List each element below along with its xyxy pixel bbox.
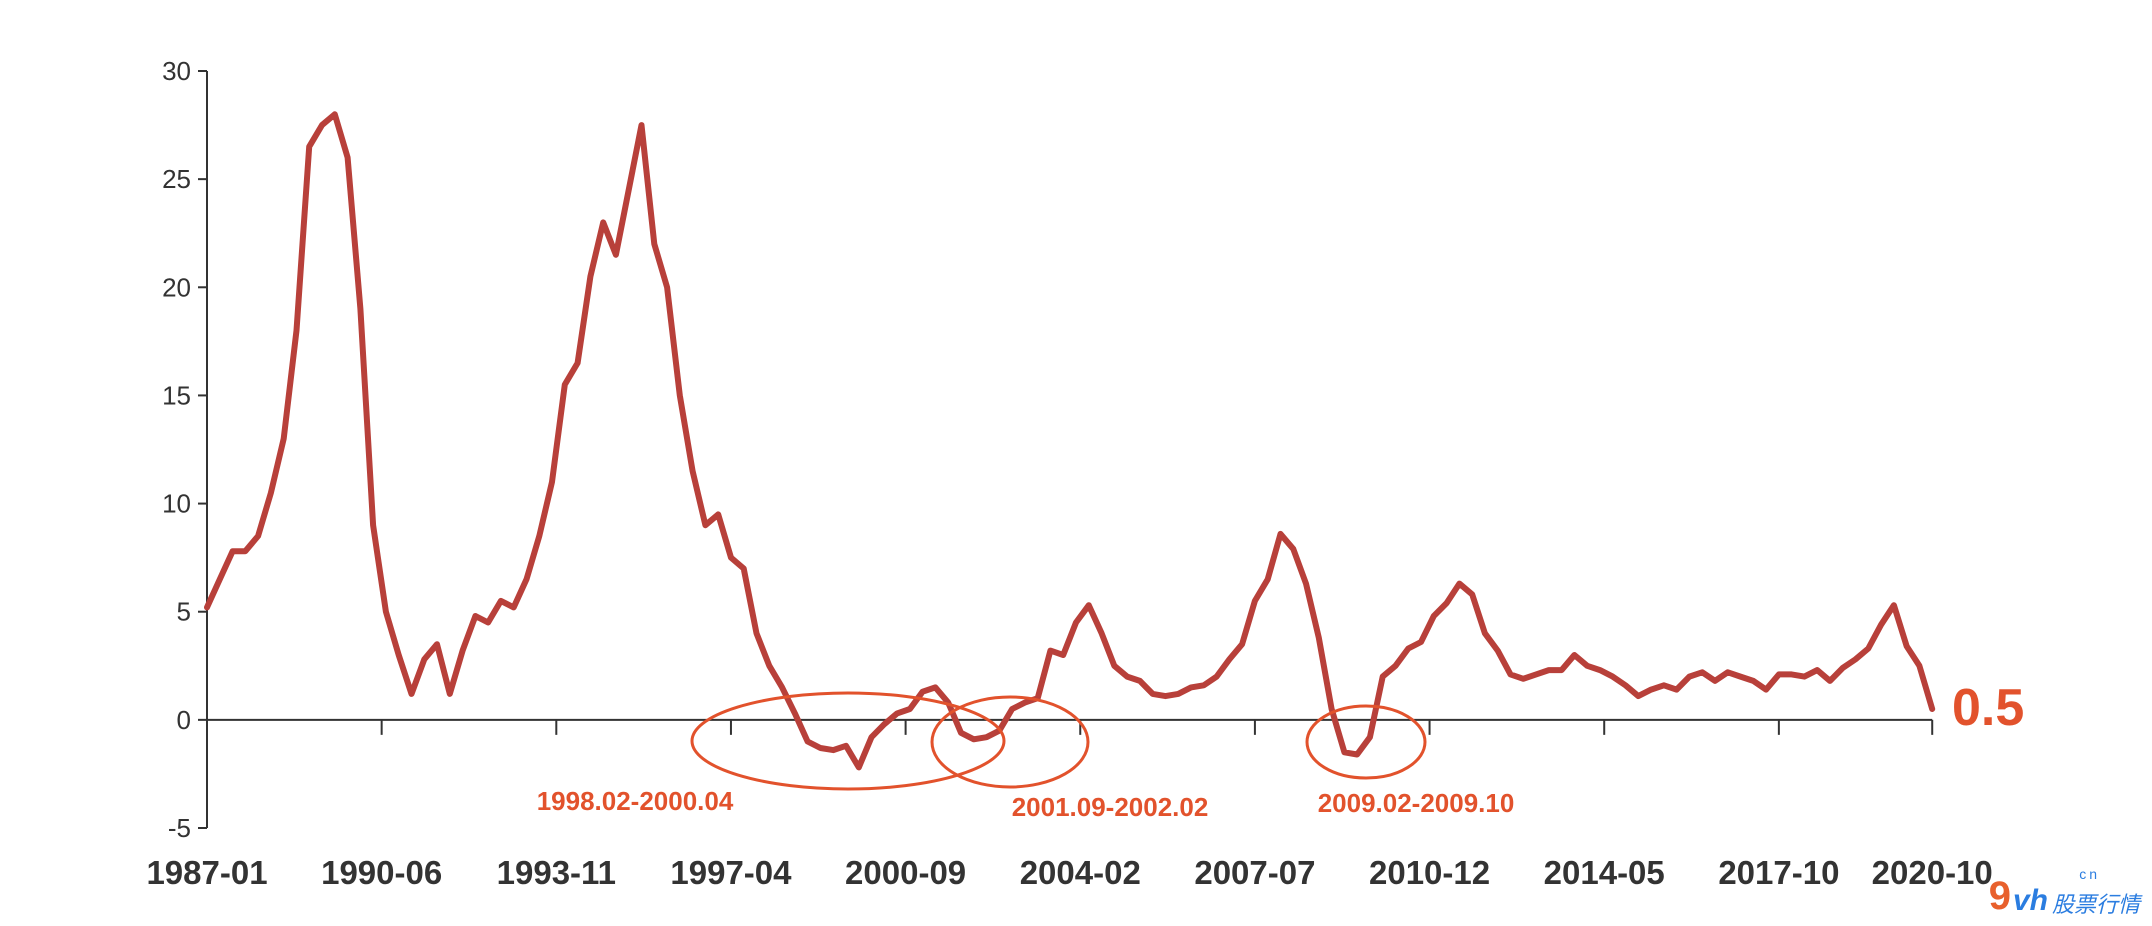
y-tick-label: 0 <box>177 705 191 735</box>
x-tick-label: 2020-10 <box>1872 854 1993 891</box>
watermark-vh: vh <box>2012 884 2048 917</box>
y-tick-label: 10 <box>162 489 191 519</box>
y-axis-ticks: -5 0 5 10 15 20 25 30 <box>162 56 207 843</box>
series-line <box>204 111 1936 771</box>
watermark-cn: cn <box>2079 866 2100 882</box>
x-tick-label: 1993-11 <box>497 854 616 891</box>
watermark-logo: 9 vh cn 股票行情 <box>1988 866 2140 918</box>
x-axis-ticks: 1987-01 1990-06 1993-11 1997-04 2000-09 2004-… <box>146 719 1993 891</box>
x-tick-label: 2000-09 <box>845 854 966 891</box>
x-tick-label: 2004-02 <box>1020 854 1141 891</box>
annotation-ellipse <box>690 691 1006 791</box>
y-tick-label: 25 <box>162 164 191 194</box>
annotations: 1998.02-2000.04 2001.09-2002.02 2009.02-20… <box>537 691 1515 822</box>
x-tick-label: 2017-10 <box>1718 854 1839 891</box>
annotation-ellipse <box>1305 704 1427 780</box>
annotation-ellipse <box>930 695 1090 789</box>
annotation-label: 1998.02-2000.04 <box>537 786 734 816</box>
x-tick-label: 2014-05 <box>1544 854 1665 891</box>
y-tick-label: 20 <box>162 272 191 302</box>
y-tick-label: -5 <box>168 813 191 843</box>
y-tick-label: 30 <box>162 56 191 86</box>
y-tick-label: 5 <box>177 597 191 627</box>
x-tick-label: 1990-06 <box>321 854 442 891</box>
annotation-label: 2009.02-2009.10 <box>1318 788 1515 818</box>
last-value-label: 0.5 <box>1952 679 2024 737</box>
watermark-name: 股票行情 <box>2051 892 2140 917</box>
x-tick-label: 2007-07 <box>1194 854 1315 891</box>
x-tick-label: 1987-01 <box>146 854 267 891</box>
axes <box>206 71 1933 828</box>
watermark-nine: 9 <box>1988 874 2011 918</box>
annotation-label: 2001.09-2002.02 <box>1012 792 1209 822</box>
x-tick-label: 2010-12 <box>1369 854 1490 891</box>
y-tick-label: 15 <box>162 380 191 410</box>
x-tick-label: 1997-04 <box>670 854 792 891</box>
